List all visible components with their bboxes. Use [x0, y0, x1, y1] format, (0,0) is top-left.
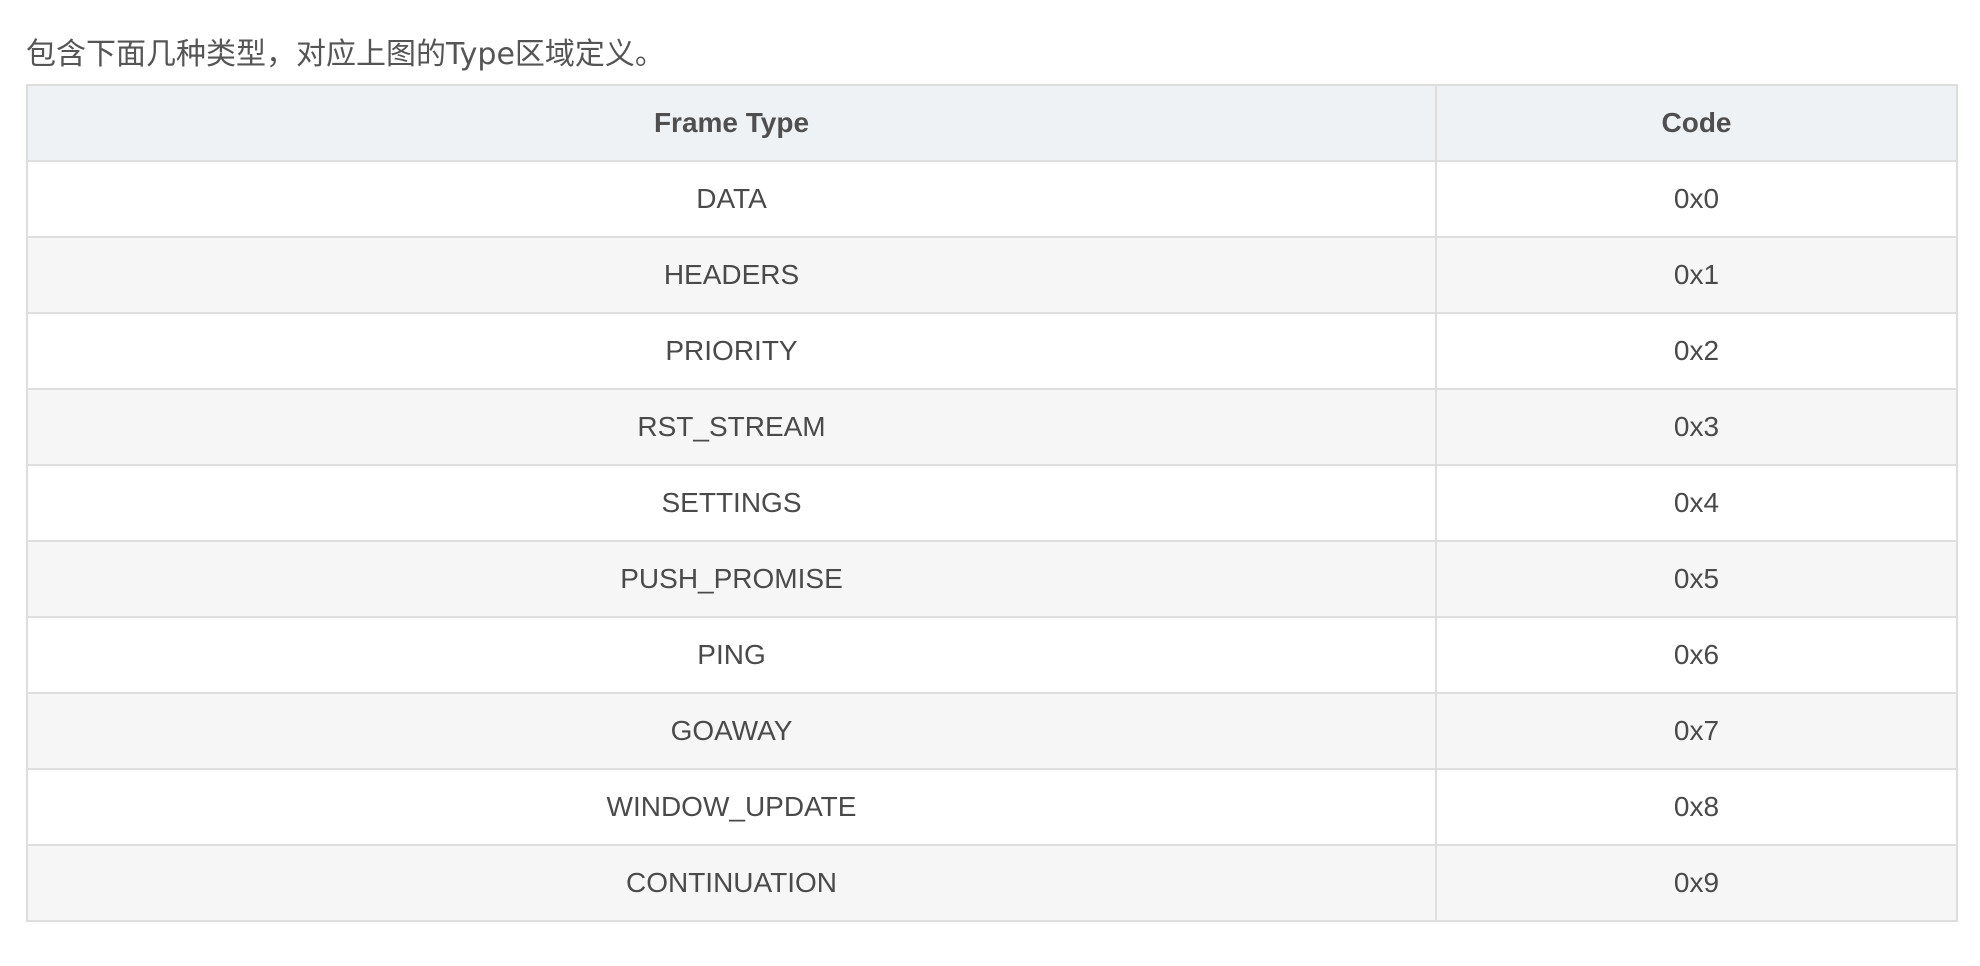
column-header-frame-type: Frame Type — [26, 84, 1437, 162]
table-row: PING 0x6 — [26, 616, 1958, 694]
frame-type-cell: RST_STREAM — [26, 388, 1437, 466]
frame-type-cell: SETTINGS — [26, 464, 1437, 542]
header-row: Frame Type Code — [26, 84, 1958, 162]
code-cell: 0x1 — [1435, 236, 1958, 314]
frame-type-cell: CONTINUATION — [26, 844, 1437, 922]
code-cell: 0x7 — [1435, 692, 1958, 770]
frame-type-cell: WINDOW_UPDATE — [26, 768, 1437, 846]
frame-type-cell: GOAWAY — [26, 692, 1437, 770]
table-row: PRIORITY 0x2 — [26, 312, 1958, 390]
table-header: Frame Type Code — [26, 84, 1958, 162]
code-cell: 0x8 — [1435, 768, 1958, 846]
frame-type-cell: PING — [26, 616, 1437, 694]
code-cell: 0x4 — [1435, 464, 1958, 542]
code-cell: 0x3 — [1435, 388, 1958, 466]
table-row: DATA 0x0 — [26, 160, 1958, 238]
table-row: WINDOW_UPDATE 0x8 — [26, 768, 1958, 846]
table-row: PUSH_PROMISE 0x5 — [26, 540, 1958, 618]
table-row: CONTINUATION 0x9 — [26, 844, 1958, 922]
code-cell: 0x5 — [1435, 540, 1958, 618]
code-cell: 0x6 — [1435, 616, 1958, 694]
frame-type-cell: DATA — [26, 160, 1437, 238]
table-row: HEADERS 0x1 — [26, 236, 1958, 314]
frame-type-cell: HEADERS — [26, 236, 1437, 314]
code-cell: 0x9 — [1435, 844, 1958, 922]
frame-type-table: Frame Type Code DATA 0x0 HEADERS 0x1 PRI… — [26, 84, 1958, 922]
code-cell: 0x0 — [1435, 160, 1958, 238]
frame-type-cell: PUSH_PROMISE — [26, 540, 1437, 618]
table-row: RST_STREAM 0x3 — [26, 388, 1958, 466]
intro-paragraph: 包含下面几种类型，对应上图的Type区域定义。 — [26, 37, 665, 72]
table-row: SETTINGS 0x4 — [26, 464, 1958, 542]
frame-type-cell: PRIORITY — [26, 312, 1437, 390]
column-header-code: Code — [1435, 84, 1958, 162]
code-cell: 0x2 — [1435, 312, 1958, 390]
table-body: DATA 0x0 HEADERS 0x1 PRIORITY 0x2 RST_ST… — [26, 160, 1958, 922]
table-row: GOAWAY 0x7 — [26, 692, 1958, 770]
